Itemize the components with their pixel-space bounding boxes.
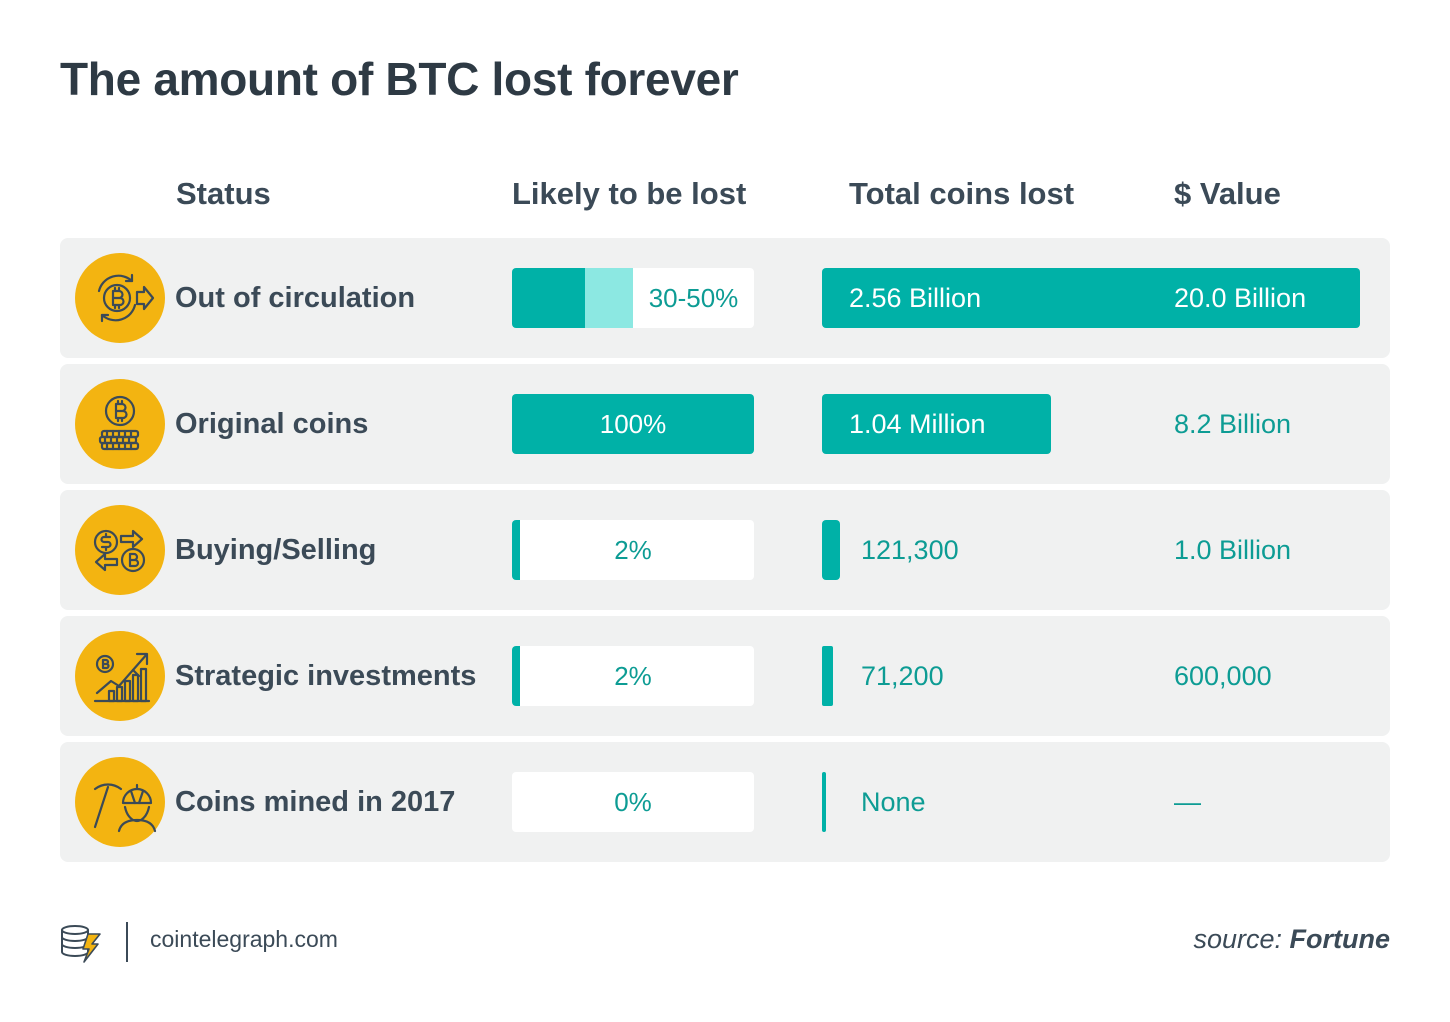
likely-label: 2% bbox=[614, 535, 652, 565]
likely-bar-track: 30-50% bbox=[512, 268, 754, 328]
coins-label: 1.04 Million bbox=[849, 409, 986, 439]
likely-bar-track: 2% bbox=[512, 646, 754, 706]
likely-label: 2% bbox=[614, 661, 652, 691]
table-row: Original coins 100% 1.04 Million 8.2 Bil… bbox=[60, 364, 1390, 484]
header-value: $ Value bbox=[1174, 176, 1281, 211]
likely-bar-fill bbox=[512, 394, 754, 454]
status-label: Original coins bbox=[175, 407, 369, 440]
likely-bar-track: 0% bbox=[512, 772, 754, 832]
header-coins: Total coins lost bbox=[849, 176, 1075, 211]
table-row: Buying/Selling 2% 121,300 1.0 Billion bbox=[60, 490, 1390, 610]
source-name: Fortune bbox=[1289, 924, 1391, 954]
likely-label: 100% bbox=[599, 409, 667, 439]
coins-label: 121,300 bbox=[861, 535, 959, 565]
chart-title: The amount of BTC lost forever bbox=[60, 53, 739, 105]
coins-bar bbox=[822, 268, 1360, 328]
coins-bar bbox=[822, 772, 826, 832]
table-row: Strategic investments 2% 71,200 600,000 bbox=[60, 616, 1390, 736]
likely-bar-fill bbox=[512, 646, 520, 706]
value-label: — bbox=[1174, 787, 1201, 817]
likely-bar-track: 100% bbox=[512, 394, 754, 454]
miner-pickaxe-icon bbox=[75, 757, 165, 847]
exchange-icon bbox=[75, 505, 165, 595]
header-status: Status bbox=[176, 176, 271, 211]
coins-label: 2.56 Billion bbox=[849, 283, 982, 313]
growth-chart-icon bbox=[75, 631, 165, 721]
footer-divider bbox=[126, 922, 128, 962]
status-label: Buying/Selling bbox=[175, 533, 377, 566]
status-label: Strategic investments bbox=[175, 659, 477, 692]
coins-label: None bbox=[861, 787, 926, 817]
value-label: 600,000 bbox=[1174, 661, 1272, 691]
bitcoin-circulation-icon bbox=[75, 253, 165, 343]
likely-bar-track: 2% bbox=[512, 520, 754, 580]
value-label: 1.0 Billion bbox=[1174, 535, 1292, 565]
status-label: Out of circulation bbox=[175, 281, 416, 314]
footer-site-link[interactable]: cointelegraph.com bbox=[150, 926, 338, 952]
bitcoin-coins-stack-icon bbox=[75, 379, 165, 469]
cointelegraph-logo-icon bbox=[58, 920, 104, 971]
likely-bar-fill bbox=[512, 268, 585, 328]
likely-bar-range bbox=[585, 268, 633, 328]
status-label: Coins mined in 2017 bbox=[175, 785, 456, 818]
header-likely: Likely to be lost bbox=[512, 176, 747, 211]
coins-label: 71,200 bbox=[861, 661, 944, 691]
table-row: Coins mined in 2017 0% None — bbox=[60, 742, 1390, 862]
value-label: 8.2 Billion bbox=[1174, 409, 1292, 439]
likely-label: 30-50% bbox=[648, 283, 739, 313]
coins-bar bbox=[822, 520, 840, 580]
footer-source: source: Fortune bbox=[1193, 924, 1390, 955]
likely-label: 0% bbox=[614, 787, 652, 817]
value-label: 20.0 Billion bbox=[1174, 283, 1307, 313]
source-label: source: bbox=[1193, 924, 1282, 954]
coins-bar bbox=[822, 394, 1051, 454]
likely-bar-fill bbox=[512, 520, 520, 580]
coins-bar bbox=[822, 646, 833, 706]
table-row: Out of circulation 30-50% 2.56 Billion 2… bbox=[60, 238, 1390, 358]
